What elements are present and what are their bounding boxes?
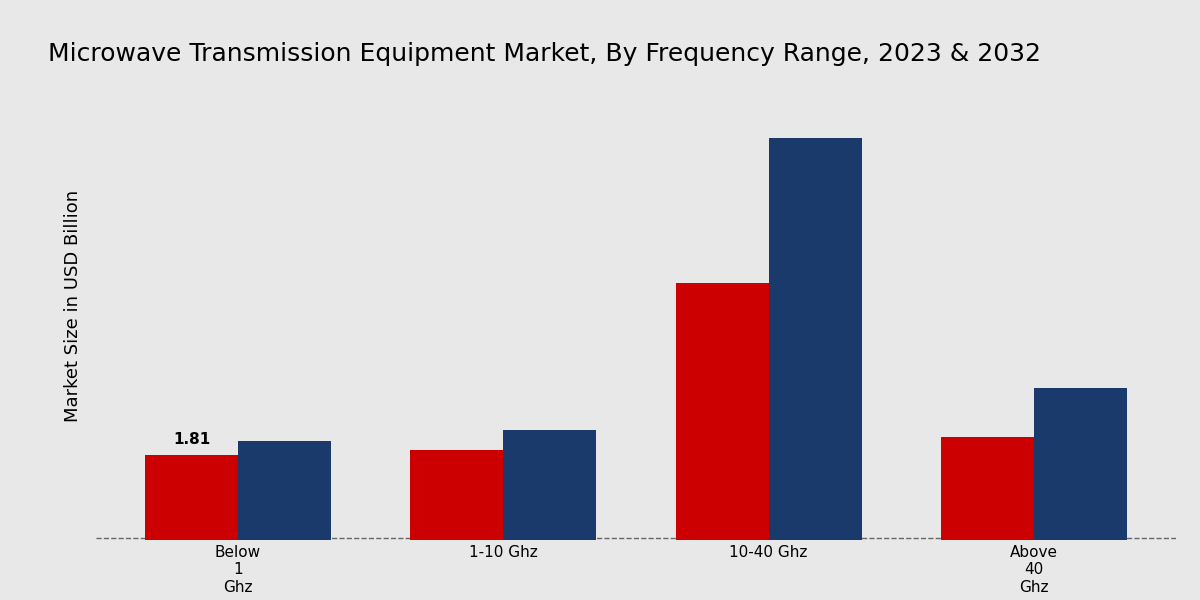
Y-axis label: Market Size in USD Billion: Market Size in USD Billion [64, 190, 82, 422]
Bar [238, 441, 331, 540]
Bar [1034, 388, 1127, 540]
Bar [410, 450, 503, 540]
Bar [145, 455, 238, 540]
Bar [676, 283, 769, 540]
Bar [503, 430, 596, 540]
Bar [769, 137, 862, 540]
Bar [941, 437, 1034, 540]
Text: Microwave Transmission Equipment Market, By Frequency Range, 2023 & 2032: Microwave Transmission Equipment Market,… [48, 42, 1042, 66]
Text: 1.81: 1.81 [173, 432, 210, 447]
